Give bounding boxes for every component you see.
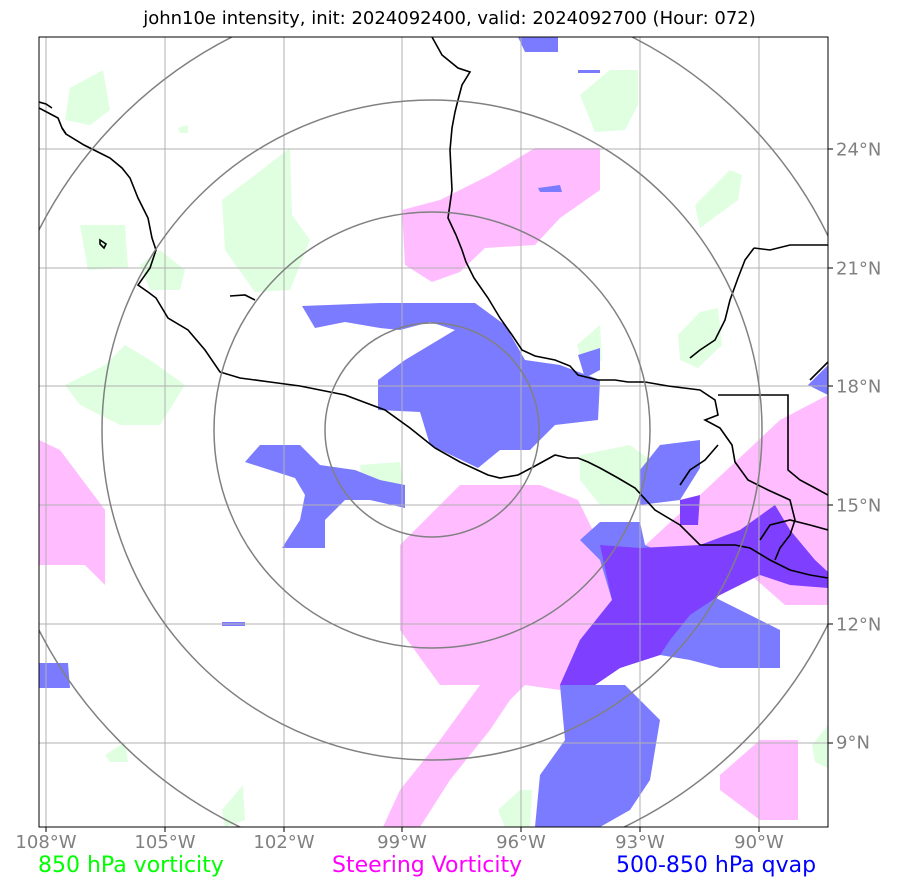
- lon-label-102w: 102°W: [253, 832, 315, 853]
- map-title: john10e intensity, init: 2024092400, val…: [143, 8, 756, 29]
- steering-field: [39, 148, 828, 827]
- graticule: [39, 37, 828, 827]
- lon-label-96w: 96°W: [496, 832, 546, 853]
- lon-label-105w: 105°W: [134, 832, 196, 853]
- lon-label-93w: 93°W: [615, 832, 665, 853]
- legend-steering: Steering Vorticity: [332, 853, 523, 878]
- overlap-field: [560, 495, 828, 685]
- plot-frame: [38, 36, 829, 828]
- lat-label-21n: 21°N: [836, 258, 882, 280]
- lat-label-12n: 12°N: [836, 614, 882, 636]
- coastlines: [39, 37, 828, 579]
- lat-label-9n: 9°N: [836, 732, 870, 754]
- tick-marks: [45, 148, 833, 832]
- lat-label-24n: 24°N: [836, 139, 882, 161]
- lon-label-99w: 99°W: [377, 832, 427, 853]
- lon-label-90w: 90°W: [734, 832, 784, 853]
- legend-qvap: 500-850 hPa qvap: [616, 853, 817, 878]
- lon-label-108w: 108°W: [15, 832, 77, 853]
- legend-vort850: 850 hPa vorticity: [38, 853, 224, 878]
- lat-label-18n: 18°N: [836, 376, 882, 398]
- lat-label-15n: 15°N: [836, 495, 882, 517]
- range-rings: [39, 37, 828, 827]
- qvap-field: [39, 37, 828, 827]
